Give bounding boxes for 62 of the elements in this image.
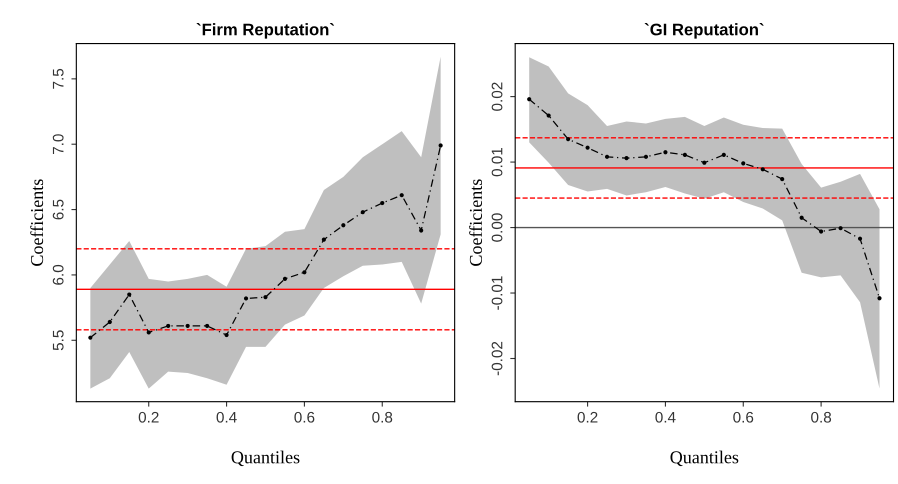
point xyxy=(760,167,765,172)
x-tick-label: 0.6 xyxy=(733,412,754,423)
point xyxy=(702,160,706,165)
point xyxy=(419,228,424,233)
point xyxy=(546,114,551,118)
point xyxy=(263,295,268,300)
point xyxy=(438,143,443,148)
x-tick-label: 0.6 xyxy=(294,412,314,423)
point xyxy=(400,193,404,198)
point xyxy=(341,223,346,228)
point xyxy=(858,236,862,241)
y-tick-label: 0.01 xyxy=(492,148,502,176)
point xyxy=(586,146,590,150)
y-tick-label: 7.5 xyxy=(52,68,64,89)
point xyxy=(566,137,570,142)
x-axis-title: Quantiles xyxy=(232,450,300,466)
y-axis-title: Coefficients xyxy=(30,179,44,266)
chart-title: `Firm Reputation` xyxy=(196,23,334,39)
point xyxy=(224,332,229,338)
point xyxy=(186,324,190,328)
point xyxy=(644,154,648,159)
point xyxy=(624,156,629,160)
point xyxy=(663,150,668,154)
chart-title: `GI Reputation` xyxy=(644,23,764,39)
y-tick-label: 6.0 xyxy=(52,264,64,285)
point xyxy=(166,324,170,328)
x-axis-title: Quantiles xyxy=(670,450,738,466)
x-tick-label: 0.4 xyxy=(216,412,237,423)
y-tick-label: -0.01 xyxy=(492,276,502,310)
point xyxy=(205,324,210,328)
point xyxy=(819,229,824,234)
y-tick-label: 0.00 xyxy=(492,213,502,242)
y-tick-label: 0.02 xyxy=(492,82,502,111)
point xyxy=(322,238,326,242)
y-tick-label: 6.5 xyxy=(52,200,64,220)
x-tick-label: 0.8 xyxy=(811,412,832,423)
x-tick-label: 0.8 xyxy=(372,412,392,423)
point xyxy=(838,226,843,230)
y-tick-label: 7.0 xyxy=(52,134,64,154)
point xyxy=(302,270,306,274)
point xyxy=(108,320,112,324)
point xyxy=(282,276,288,281)
point xyxy=(604,154,610,159)
point xyxy=(780,177,784,182)
x-tick-label: 0.2 xyxy=(578,412,598,423)
y-tick-label: -0.02 xyxy=(492,342,502,376)
point xyxy=(146,330,151,335)
point xyxy=(360,210,365,214)
point xyxy=(877,296,882,300)
point xyxy=(380,200,384,206)
point xyxy=(741,161,746,166)
x-tick-label: 0.4 xyxy=(655,412,676,423)
point xyxy=(722,152,726,157)
point xyxy=(527,97,532,102)
point xyxy=(682,152,687,157)
point xyxy=(800,216,804,220)
point xyxy=(88,336,92,340)
point xyxy=(127,292,132,297)
x-tick-label: 0.2 xyxy=(138,412,159,423)
y-tick-label: 5.5 xyxy=(52,330,64,350)
point xyxy=(244,296,248,301)
y-axis-title: Coefficients xyxy=(469,179,482,266)
